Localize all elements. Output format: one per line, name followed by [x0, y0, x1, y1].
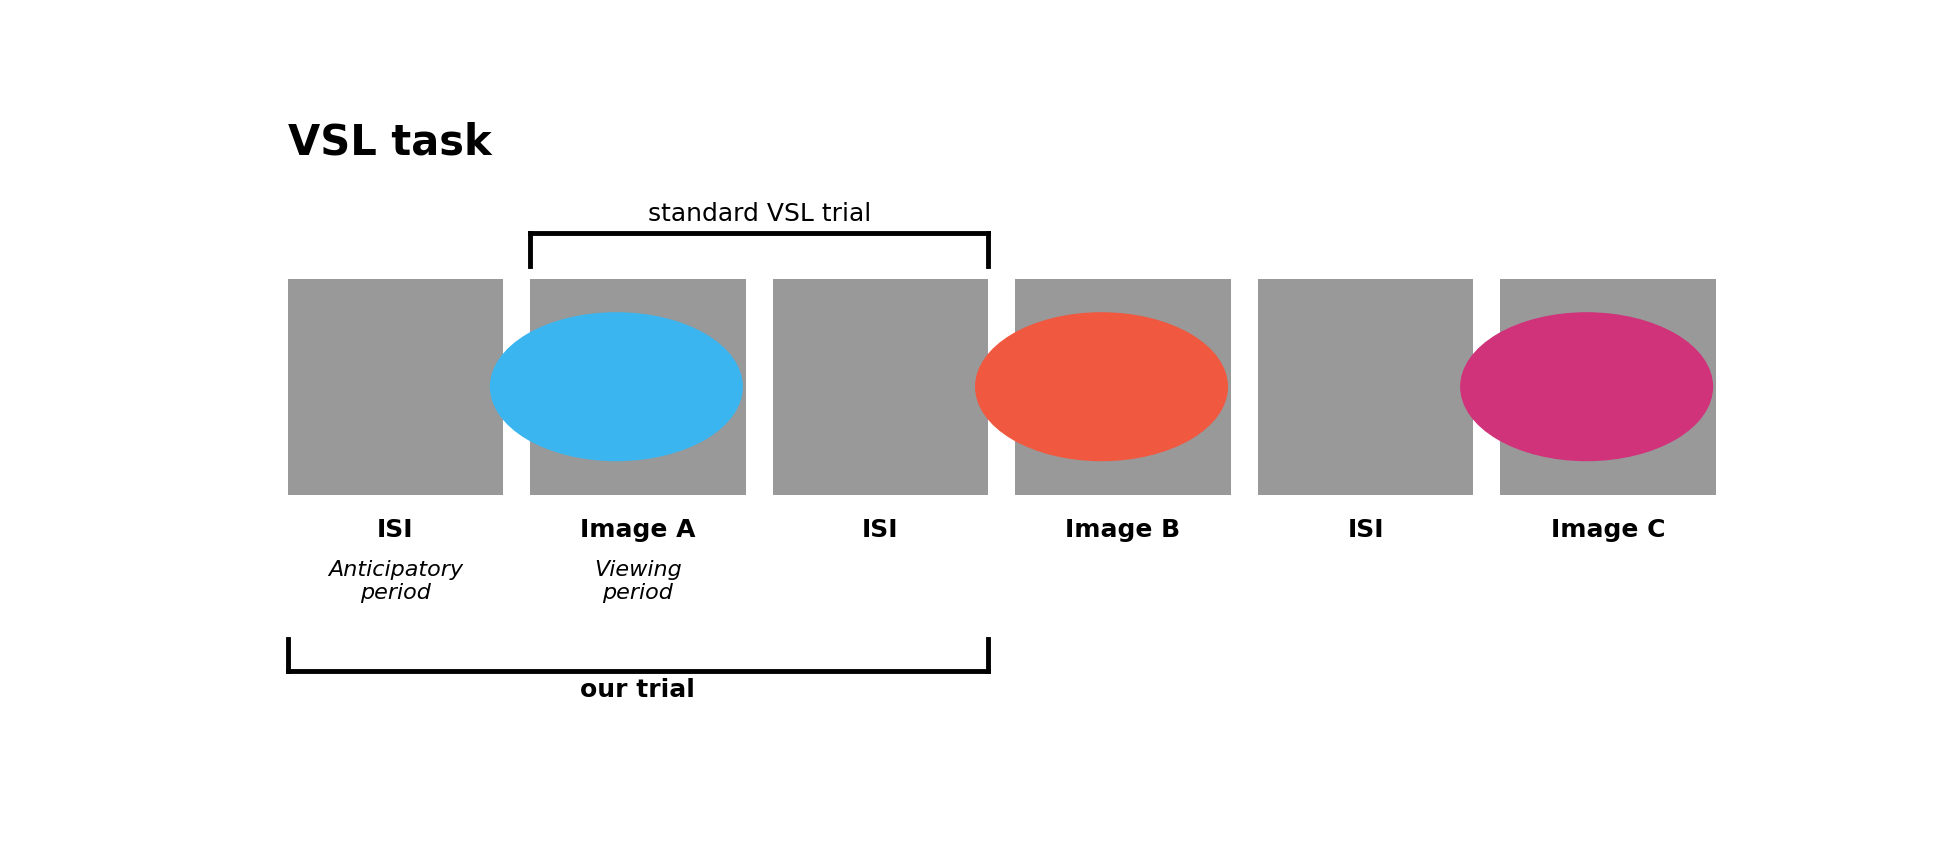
FancyBboxPatch shape	[1499, 279, 1714, 495]
Text: ISI: ISI	[376, 518, 413, 541]
Text: Viewing
period: Viewing period	[593, 560, 681, 603]
Ellipse shape	[975, 312, 1227, 462]
Ellipse shape	[491, 312, 743, 462]
Text: Image A: Image A	[580, 518, 696, 541]
Text: ISI: ISI	[1348, 518, 1383, 541]
Text: Anticipatory
period: Anticipatory period	[328, 560, 463, 603]
FancyBboxPatch shape	[529, 279, 745, 495]
Text: standard VSL trial: standard VSL trial	[648, 202, 871, 226]
Text: Image C: Image C	[1549, 518, 1664, 541]
FancyBboxPatch shape	[1256, 279, 1472, 495]
Text: VSL task: VSL task	[287, 122, 491, 164]
Text: our trial: our trial	[580, 678, 694, 702]
FancyBboxPatch shape	[287, 279, 502, 495]
Text: Image B: Image B	[1065, 518, 1181, 541]
Text: ISI: ISI	[861, 518, 898, 541]
FancyBboxPatch shape	[772, 279, 987, 495]
Ellipse shape	[1460, 312, 1712, 462]
FancyBboxPatch shape	[1014, 279, 1229, 495]
